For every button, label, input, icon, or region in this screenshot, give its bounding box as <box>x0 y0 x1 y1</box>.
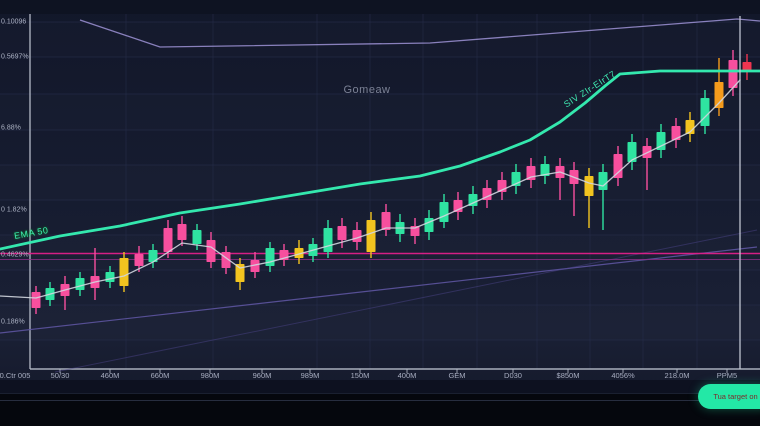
candle-body <box>742 62 752 72</box>
y-axis-label: 0.4629% <box>1 251 29 259</box>
candle-body <box>323 228 333 252</box>
x-axis-label: 400M <box>397 371 417 380</box>
x-axis-label: $850M <box>556 371 580 380</box>
candle-body <box>482 188 492 200</box>
candle-body <box>119 258 129 286</box>
bottom-divider <box>0 400 760 401</box>
x-axis-label: 150M <box>350 371 370 380</box>
x-axis-label: 460M <box>100 371 120 380</box>
candle-body <box>728 60 738 88</box>
chart-area[interactable]: Gomeaw EMA 50 SIV ZIr-EIrT7 0.10096 0.569… <box>0 0 760 380</box>
band <box>0 305 760 340</box>
candle-body <box>598 172 608 190</box>
candle-body <box>439 202 449 222</box>
candle-body <box>337 226 347 240</box>
target-pill-button[interactable]: Tua target on <box>698 384 760 409</box>
candle-body <box>148 250 158 262</box>
x-axis-label: 50/30 <box>50 371 70 380</box>
y-axis-label: 6.88% <box>1 124 21 132</box>
candle-body <box>671 126 681 140</box>
x-axis-label: GEM <box>448 371 466 380</box>
candle-body <box>250 260 260 272</box>
ema-line <box>0 69 760 251</box>
candle-body <box>642 146 652 158</box>
candle-body <box>584 176 594 196</box>
x-axis-label: 0.Ctr 005 <box>0 371 31 380</box>
candle-body <box>177 224 187 240</box>
x-axis-label: PPM5 <box>716 371 738 380</box>
candle-body <box>192 230 202 244</box>
y-axis-label: 0.186% <box>1 318 25 326</box>
candle-body <box>540 164 550 176</box>
x-axis-label: D030 <box>504 371 522 380</box>
ma-line <box>0 79 741 299</box>
x-axis-label: 4056% <box>611 371 635 380</box>
candle-body <box>381 212 391 230</box>
bottom-panel <box>0 393 760 426</box>
candle-body <box>468 194 478 206</box>
band <box>0 94 760 130</box>
candle-body <box>613 154 623 178</box>
x-axis-label: 989M <box>300 371 320 380</box>
y-axis-label: 0 1.82% <box>1 206 27 214</box>
x-axis-label: 660M <box>150 371 170 380</box>
x-axis-label: 218.0M <box>664 371 690 380</box>
candle-body <box>700 98 710 126</box>
candle-body <box>714 82 724 108</box>
bottom-band <box>0 380 760 393</box>
y-axis-label: 0.5697% <box>1 53 29 61</box>
chart-watermark: Gomeaw <box>343 84 391 96</box>
candle-body <box>352 230 362 242</box>
candle-body <box>31 292 41 308</box>
candle-body <box>424 218 434 232</box>
candle-body <box>206 240 216 262</box>
candle-body <box>366 220 376 252</box>
candle-body <box>265 248 275 266</box>
top-band <box>0 0 760 14</box>
candle-body <box>294 248 304 258</box>
trendline <box>0 246 758 334</box>
candle-body <box>235 264 245 282</box>
x-axis-label: 960M <box>252 371 272 380</box>
candle-body <box>627 142 637 162</box>
candle-body <box>105 272 115 282</box>
y-axis-label: 0.10096 <box>1 18 27 26</box>
band <box>0 22 760 57</box>
trendline <box>79 18 760 48</box>
chart-canvas[interactable] <box>0 0 760 378</box>
x-axis-label: 980M <box>200 371 220 380</box>
candle-body <box>163 228 173 252</box>
candle-body <box>134 254 144 266</box>
candle-body <box>75 278 85 290</box>
